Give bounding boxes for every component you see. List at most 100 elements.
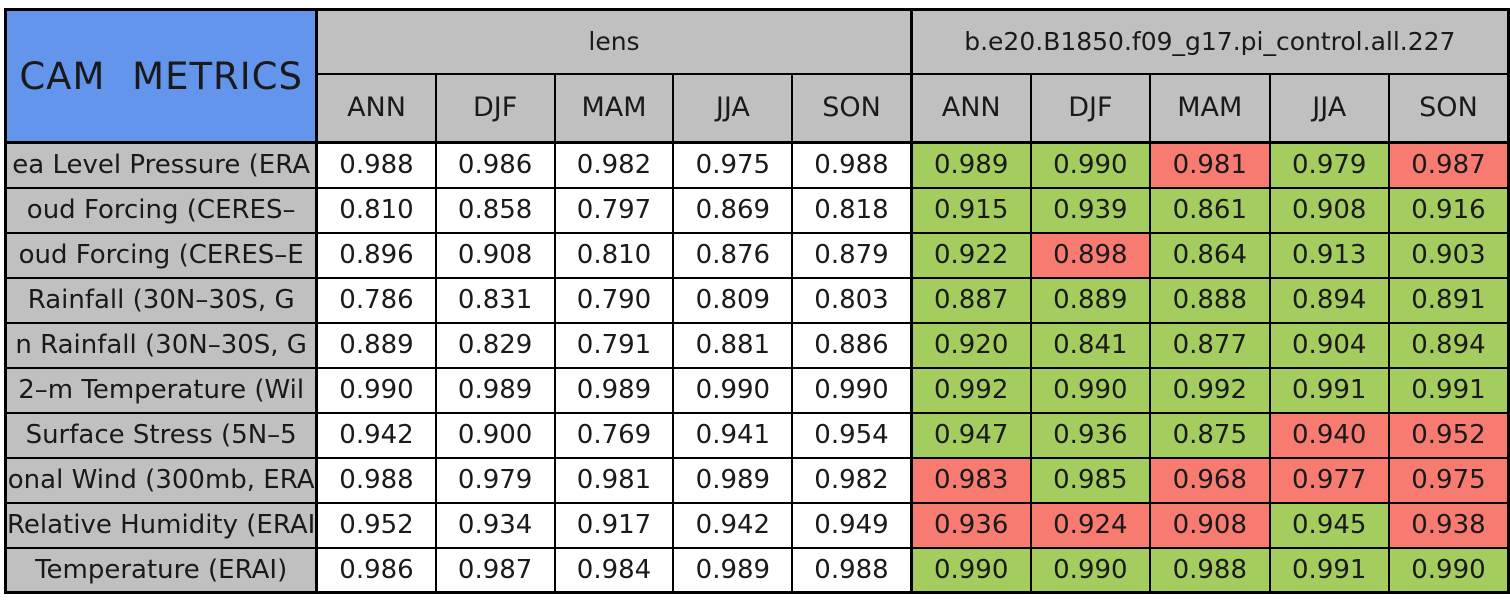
season-header-model-mam: MAM bbox=[1149, 72, 1271, 144]
lens-value-cell: 0.791 bbox=[553, 321, 675, 369]
lens-value-cell: 0.989 bbox=[553, 366, 675, 414]
model-value-cell-better: 0.891 bbox=[1387, 276, 1510, 324]
lens-value-cell: 0.831 bbox=[434, 276, 556, 324]
model-value-cell-worse: 0.924 bbox=[1029, 501, 1152, 549]
model-value-cell-better: 0.922 bbox=[909, 231, 1032, 279]
row-label: oud Forcing (CERES– bbox=[4, 186, 319, 234]
model-value-cell-better: 0.841 bbox=[1029, 321, 1152, 369]
model-value-cell-worse: 0.977 bbox=[1268, 456, 1390, 504]
model-value-cell-worse: 0.908 bbox=[1149, 501, 1271, 549]
lens-value-cell: 0.809 bbox=[672, 276, 794, 324]
lens-value-cell: 0.790 bbox=[553, 276, 675, 324]
lens-value-cell: 0.988 bbox=[315, 456, 437, 504]
season-header-model-son: SON bbox=[1387, 72, 1510, 144]
lens-value-cell: 0.803 bbox=[791, 276, 913, 324]
lens-value-cell: 0.949 bbox=[791, 501, 913, 549]
table-row: onal Wind (300mb, ERA 0.988 0.979 0.981 0.98… bbox=[4, 456, 1510, 504]
row-label: onal Wind (300mb, ERA bbox=[4, 456, 319, 504]
model-value-cell-better: 0.991 bbox=[1268, 366, 1390, 414]
model-value-cell-better: 0.920 bbox=[909, 321, 1032, 369]
lens-value-cell: 0.896 bbox=[315, 231, 437, 279]
model-value-cell-better: 0.947 bbox=[909, 411, 1032, 459]
lens-value-cell: 0.881 bbox=[672, 321, 794, 369]
lens-value-cell: 0.982 bbox=[553, 141, 675, 189]
table-row: Rainfall (30N–30S, G 0.786 0.831 0.790 0.809… bbox=[4, 276, 1510, 324]
model-value-cell-better: 0.992 bbox=[909, 366, 1032, 414]
model-value-cell-better: 0.903 bbox=[1387, 231, 1510, 279]
model-value-cell-worse: 0.987 bbox=[1387, 141, 1510, 189]
model-value-cell-better: 0.990 bbox=[1387, 546, 1510, 594]
lens-value-cell: 0.786 bbox=[315, 276, 437, 324]
row-label: Temperature (ERAI) bbox=[4, 546, 319, 594]
lens-value-cell: 0.979 bbox=[434, 456, 556, 504]
season-header-row: ANN DJF MAM JJA SON ANN DJF MAM JJA SON bbox=[6, 72, 1510, 144]
table-row: Surface Stress (5N–5 0.942 0.900 0.769 0.941… bbox=[4, 411, 1510, 459]
row-label: oud Forcing (CERES–E bbox=[4, 231, 319, 279]
group-header-model-case: b.e20.B1850.f09_g17.pi_control.all.227 bbox=[909, 8, 1510, 75]
season-header-lens-jja: JJA bbox=[672, 72, 794, 144]
model-value-cell-better: 0.936 bbox=[1029, 411, 1152, 459]
cam-metrics-table: CAM METRICS lens b.e20.B1850.f09_g17.pi_… bbox=[4, 8, 1510, 594]
model-value-cell-better: 0.877 bbox=[1149, 321, 1271, 369]
table-row: Temperature (ERAI) 0.986 0.987 0.984 0.989 0.… bbox=[4, 546, 1510, 594]
lens-value-cell: 0.989 bbox=[672, 546, 794, 594]
season-header-lens-mam: MAM bbox=[553, 72, 675, 144]
lens-value-cell: 0.988 bbox=[791, 546, 913, 594]
model-value-cell-worse: 0.938 bbox=[1387, 501, 1510, 549]
lens-value-cell: 0.988 bbox=[315, 141, 437, 189]
lens-value-cell: 0.989 bbox=[434, 366, 556, 414]
season-header-lens-djf: DJF bbox=[434, 72, 556, 144]
model-value-cell-better: 0.913 bbox=[1268, 231, 1390, 279]
model-value-cell-worse: 0.968 bbox=[1149, 456, 1271, 504]
lens-value-cell: 0.941 bbox=[672, 411, 794, 459]
model-value-cell-better: 0.915 bbox=[909, 186, 1032, 234]
lens-value-cell: 0.889 bbox=[315, 321, 437, 369]
table-row: Relative Humidity (ERAI 0.952 0.934 0.917 0.… bbox=[4, 501, 1510, 549]
lens-value-cell: 0.987 bbox=[434, 546, 556, 594]
model-value-cell-better: 0.861 bbox=[1149, 186, 1271, 234]
season-header-lens-son: SON bbox=[791, 72, 913, 144]
table-row: ea Level Pressure (ERA 0.988 0.986 0.982 0.9… bbox=[4, 141, 1510, 189]
table-row: oud Forcing (CERES–E 0.896 0.908 0.810 0.876… bbox=[4, 231, 1510, 279]
model-value-cell-better: 0.894 bbox=[1268, 276, 1390, 324]
table-row: oud Forcing (CERES– 0.810 0.858 0.797 0.869 0… bbox=[4, 186, 1510, 234]
row-label: 2–m Temperature (Wil bbox=[4, 366, 319, 414]
model-value-cell-better: 0.992 bbox=[1149, 366, 1271, 414]
lens-value-cell: 0.952 bbox=[315, 501, 437, 549]
model-value-cell-better: 0.990 bbox=[1029, 141, 1152, 189]
row-label: Surface Stress (5N–5 bbox=[4, 411, 319, 459]
model-value-cell-worse: 0.981 bbox=[1149, 141, 1271, 189]
lens-value-cell: 0.876 bbox=[672, 231, 794, 279]
lens-value-cell: 0.989 bbox=[672, 456, 794, 504]
model-value-cell-worse: 0.936 bbox=[909, 501, 1032, 549]
model-value-cell-better: 0.875 bbox=[1149, 411, 1271, 459]
model-value-cell-better: 0.888 bbox=[1149, 276, 1271, 324]
model-value-cell-better: 0.908 bbox=[1268, 186, 1390, 234]
model-value-cell-better: 0.889 bbox=[1029, 276, 1152, 324]
lens-value-cell: 0.769 bbox=[553, 411, 675, 459]
model-value-cell-better: 0.887 bbox=[909, 276, 1032, 324]
model-value-cell-better: 0.945 bbox=[1268, 501, 1390, 549]
model-value-cell-better: 0.939 bbox=[1029, 186, 1152, 234]
model-value-cell-better: 0.990 bbox=[1029, 546, 1152, 594]
row-label: ea Level Pressure (ERA bbox=[4, 141, 319, 189]
lens-value-cell: 0.797 bbox=[553, 186, 675, 234]
model-value-cell-better: 0.985 bbox=[1029, 456, 1152, 504]
lens-value-cell: 0.869 bbox=[672, 186, 794, 234]
lens-value-cell: 0.982 bbox=[791, 456, 913, 504]
lens-value-cell: 0.942 bbox=[672, 501, 794, 549]
row-label: Relative Humidity (ERAI bbox=[4, 501, 319, 549]
lens-value-cell: 0.810 bbox=[315, 186, 437, 234]
model-value-cell-better: 0.991 bbox=[1268, 546, 1390, 594]
model-value-cell-worse: 0.975 bbox=[1387, 456, 1510, 504]
lens-value-cell: 0.900 bbox=[434, 411, 556, 459]
lens-value-cell: 0.984 bbox=[553, 546, 675, 594]
metrics-table-body: ea Level Pressure (ERA 0.988 0.986 0.982 0.9… bbox=[4, 141, 1510, 594]
season-header-model-jja: JJA bbox=[1268, 72, 1390, 144]
lens-value-cell: 0.879 bbox=[791, 231, 913, 279]
lens-value-cell: 0.917 bbox=[553, 501, 675, 549]
row-label: n Rainfall (30N–30S, G bbox=[4, 321, 319, 369]
model-value-cell-better: 0.989 bbox=[909, 141, 1032, 189]
model-value-cell-worse: 0.940 bbox=[1268, 411, 1390, 459]
